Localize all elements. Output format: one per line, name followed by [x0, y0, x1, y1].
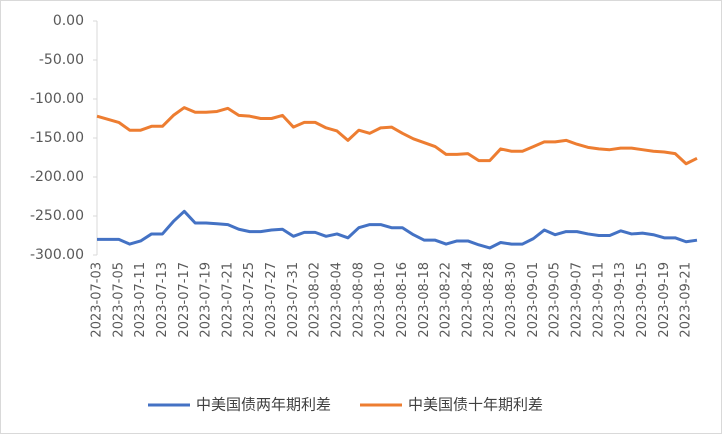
x-tick-label: 2023-09-07 [570, 262, 585, 338]
y-tick-label: -100.00 [30, 91, 84, 107]
x-tick-label: 2023-08-18 [417, 262, 432, 338]
y-tick-label: -250.00 [30, 208, 84, 224]
x-tick-label: 2023-07-03 [90, 262, 105, 338]
x-tick-label: 2023-08-10 [373, 262, 388, 338]
x-tick-label: 2023-07-27 [264, 262, 279, 338]
x-tick-label: 2023-08-28 [482, 262, 497, 338]
x-tick-label: 2023-09-21 [679, 262, 694, 338]
x-tick-label: 2023-09-01 [526, 262, 541, 338]
x-tick-label: 2023-08-16 [395, 262, 410, 338]
x-tick-label: 2023-09-05 [548, 262, 563, 338]
legend-label: 中美国债两年期利差 [196, 396, 331, 414]
x-tick-label: 2023-07-31 [286, 262, 301, 338]
x-tick-label: 2023-09-19 [657, 262, 672, 338]
x-tick-label: 2023-07-25 [242, 262, 257, 338]
x-tick-label: 2023-09-11 [591, 262, 606, 338]
x-tick-label: 2023-08-04 [330, 262, 345, 338]
x-tick-label: 2023-07-17 [177, 262, 192, 338]
y-tick-label: -50.00 [39, 52, 84, 68]
x-tick-label: 2023-08-02 [308, 262, 323, 338]
y-tick-label: -150.00 [30, 130, 84, 146]
x-tick-label: 2023-07-13 [155, 262, 170, 338]
y-tick-label: -300.00 [30, 247, 84, 263]
x-tick-label: 2023-09-13 [613, 262, 628, 338]
x-tick-label: 2023-07-19 [199, 262, 214, 338]
x-tick-label: 2023-07-21 [220, 262, 235, 338]
x-tick-label: 2023-08-30 [504, 262, 519, 338]
y-tick-label: 0.00 [53, 13, 84, 29]
legend-label: 中美国债十年期利差 [408, 396, 543, 414]
y-tick-label: -200.00 [30, 169, 84, 185]
x-tick-label: 2023-08-08 [351, 262, 366, 338]
x-tick-label: 2023-08-22 [439, 262, 454, 338]
x-tick-label: 2023-07-11 [133, 262, 148, 338]
x-tick-label: 2023-09-15 [635, 262, 650, 338]
x-tick-label: 2023-07-05 [111, 262, 126, 338]
series-line [96, 106, 698, 166]
series-line [97, 209, 698, 250]
x-tick-label: 2023-08-24 [460, 262, 475, 338]
